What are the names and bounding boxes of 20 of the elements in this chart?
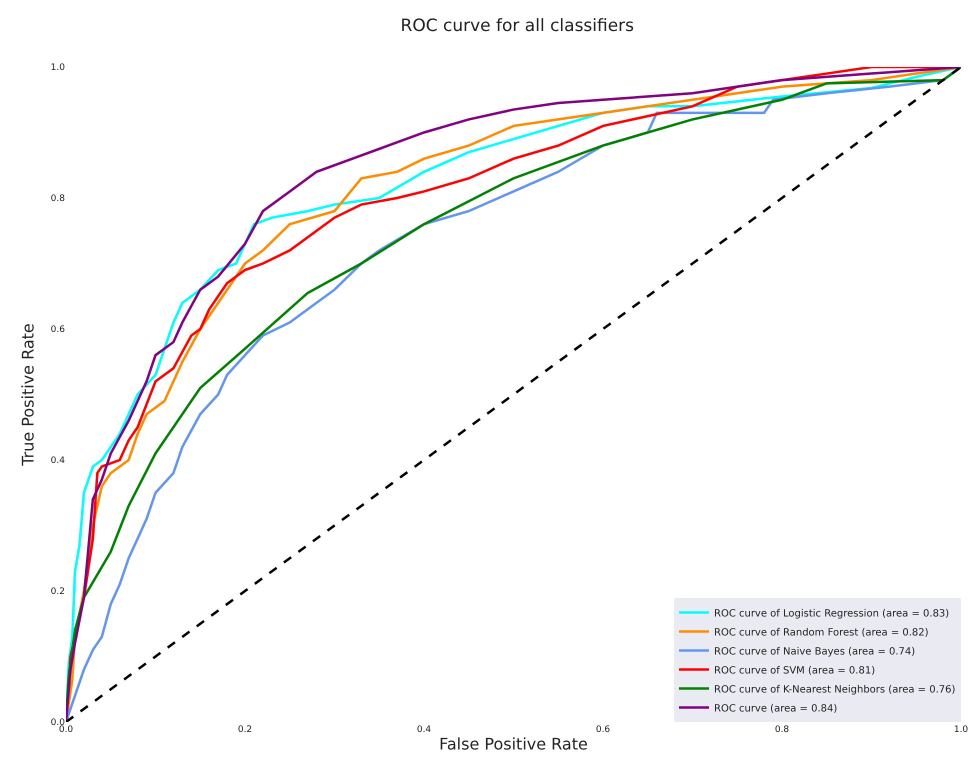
- x-tick-label: 0.2: [238, 725, 252, 735]
- y-tick-label: 0.2: [50, 587, 65, 598]
- x-tick-label: 1.0: [954, 725, 968, 735]
- chart-title: ROC curve for all classifiers: [400, 16, 634, 36]
- y-tick-label: 1.0: [50, 63, 66, 74]
- x-axis-title: False Positive Rate: [439, 734, 588, 754]
- x-tick-label: 0.4: [416, 725, 432, 735]
- y-tick-label: 0.6: [50, 325, 66, 336]
- legend-label: ROC curve of Random Forest (area = 0.82): [714, 627, 929, 638]
- x-tick-label: 0.6: [596, 725, 610, 735]
- x-tick-label: 0.8: [774, 725, 790, 735]
- legend-label: ROC curve of Naive Bayes (area = 0.74): [714, 646, 916, 658]
- y-axis-title: True Positive Rate: [18, 323, 38, 467]
- legend-label: ROC curve of K-Nearest Neighbors (area = 0.76): [714, 684, 956, 696]
- legend-label: ROC curve of Logistic Regression (area = 0.83): [714, 608, 950, 620]
- line-series: [66, 67, 961, 722]
- y-tick-label: 0.4: [50, 456, 66, 466]
- legend-label: ROC curve of SVM (area = 0.81): [714, 665, 876, 676]
- y-tick-label: 0.8: [50, 194, 66, 204]
- legend-label: ROC curve (area = 0.84): [714, 703, 838, 714]
